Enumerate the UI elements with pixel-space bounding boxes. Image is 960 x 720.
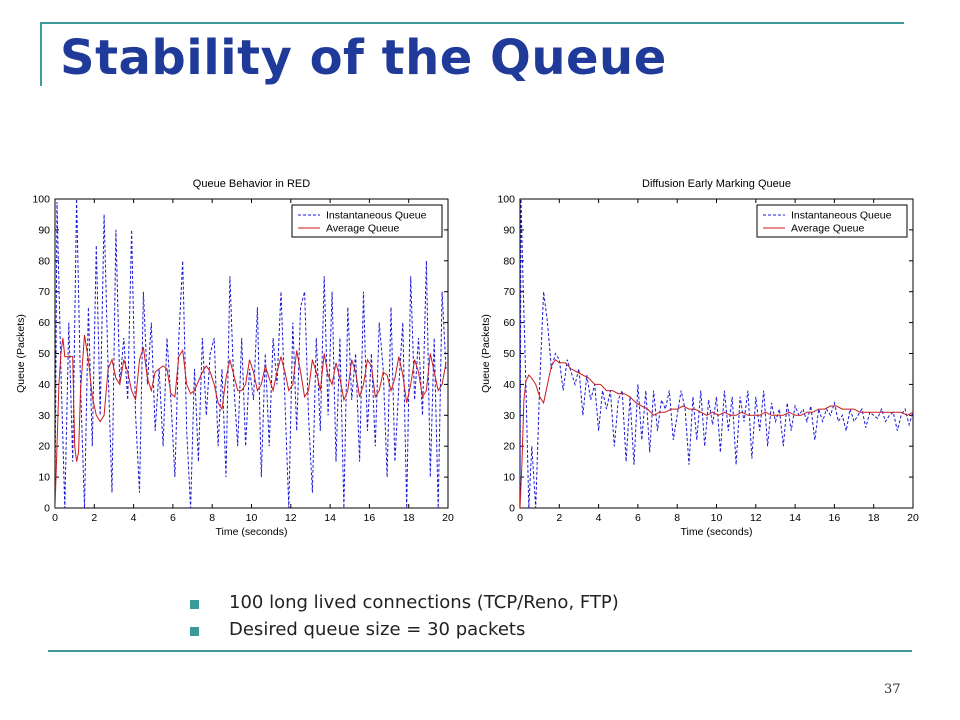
- y-tick-label: 70: [38, 286, 50, 298]
- legend-label: Average Queue: [791, 223, 865, 235]
- x-tick-label: 10: [711, 512, 723, 524]
- x-tick-label: 2: [556, 512, 562, 524]
- y-tick-label: 10: [503, 472, 515, 484]
- x-tick-label: 8: [674, 512, 680, 524]
- y-tick-label: 100: [497, 194, 515, 206]
- top-accent-line: [40, 22, 904, 24]
- x-axis-label: Time (seconds): [216, 526, 288, 538]
- legend-box: [291, 204, 443, 238]
- chart-title: Queue Behavior in RED: [193, 178, 310, 190]
- plot-frame: [519, 198, 914, 509]
- legend-label: Average Queue: [326, 223, 400, 235]
- x-tick-label: 8: [209, 512, 215, 524]
- y-tick-label: 60: [503, 317, 515, 329]
- x-tick-label: 12: [750, 512, 762, 524]
- y-tick-label: 0: [509, 503, 515, 515]
- chart-diffusion-queue: Diffusion Early Marking Queue 0 2 4 6 8 10 12 14…: [475, 170, 935, 550]
- y-tick-label: 10: [38, 472, 50, 484]
- x-tick-label: 20: [907, 512, 919, 524]
- series-average-line: [520, 358, 913, 508]
- series-instantaneous-line: [55, 199, 447, 508]
- y-tick-label: 20: [38, 441, 50, 453]
- x-tick-label: 16: [364, 512, 376, 524]
- y-axis-label: Queue (Packets): [480, 314, 492, 393]
- y-tick-label: 90: [38, 224, 50, 236]
- plot-frame: [54, 198, 449, 509]
- bullet-square-icon: [190, 600, 199, 609]
- chart-diffusion-queue-svg: Diffusion Early Marking Queue 0 2 4 6 8 10 12 14…: [480, 178, 919, 538]
- x-tick-label: 14: [324, 512, 336, 524]
- y-tick-label: 40: [38, 379, 50, 391]
- y-tick-label: 90: [503, 224, 515, 236]
- y-tick-label: 40: [503, 379, 515, 391]
- chart-red-queue: Queue Behavior in RED 0 2 4 6 8 10 12 14 16 18 20 0 1…: [10, 170, 470, 550]
- bullet-text: 100 long lived connections (TCP/Reno, FT…: [229, 592, 619, 613]
- chart-red-queue-svg: Queue Behavior in RED 0 2 4 6 8 10 12 14 16 18 20 0 1…: [15, 178, 454, 538]
- y-tick-label: 0: [44, 503, 50, 515]
- y-tick-label: 80: [503, 255, 515, 267]
- y-tick-label: 30: [38, 410, 50, 422]
- series-group: [520, 199, 913, 508]
- x-tick-label: 2: [91, 512, 97, 524]
- y-tick-label: 80: [38, 255, 50, 267]
- y-axis-label: Queue (Packets): [15, 314, 27, 393]
- x-tick-label: 4: [131, 512, 137, 524]
- x-tick-label: 18: [868, 512, 880, 524]
- bottom-accent-line: [48, 650, 912, 652]
- x-tick-label: 14: [789, 512, 801, 524]
- y-tick-label: 70: [503, 286, 515, 298]
- x-tick-label: 18: [403, 512, 415, 524]
- chart-title: Diffusion Early Marking Queue: [642, 178, 791, 190]
- x-tick-label: 0: [517, 512, 523, 524]
- x-tick-label: 12: [285, 512, 297, 524]
- y-tick-label: 50: [38, 348, 50, 360]
- series-group: [55, 199, 447, 508]
- y-tick-label: 50: [503, 348, 515, 360]
- legend-label: Instantaneous Queue: [791, 210, 892, 222]
- x-tick-label: 6: [635, 512, 641, 524]
- bullet-text: Desired queue size = 30 packets: [229, 619, 526, 640]
- left-accent-line: [40, 22, 42, 86]
- x-tick-label: 6: [170, 512, 176, 524]
- x-tick-label: 16: [829, 512, 841, 524]
- x-axis-label: Time (seconds): [681, 526, 753, 538]
- slide-title: Stability of the Queue: [60, 30, 667, 86]
- legend-box: [756, 204, 908, 238]
- x-tick-label: 20: [442, 512, 454, 524]
- x-tick-label: 4: [596, 512, 602, 524]
- legend-label: Instantaneous Queue: [326, 210, 427, 222]
- y-tick-label: 60: [38, 317, 50, 329]
- y-tick-label: 20: [503, 441, 515, 453]
- bullet-square-icon: [190, 627, 199, 636]
- series-average-line: [55, 334, 447, 508]
- y-tick-label: 30: [503, 410, 515, 422]
- x-tick-label: 10: [246, 512, 258, 524]
- page-number: 37: [884, 682, 901, 697]
- y-tick-label: 100: [32, 194, 50, 206]
- x-tick-label: 0: [52, 512, 58, 524]
